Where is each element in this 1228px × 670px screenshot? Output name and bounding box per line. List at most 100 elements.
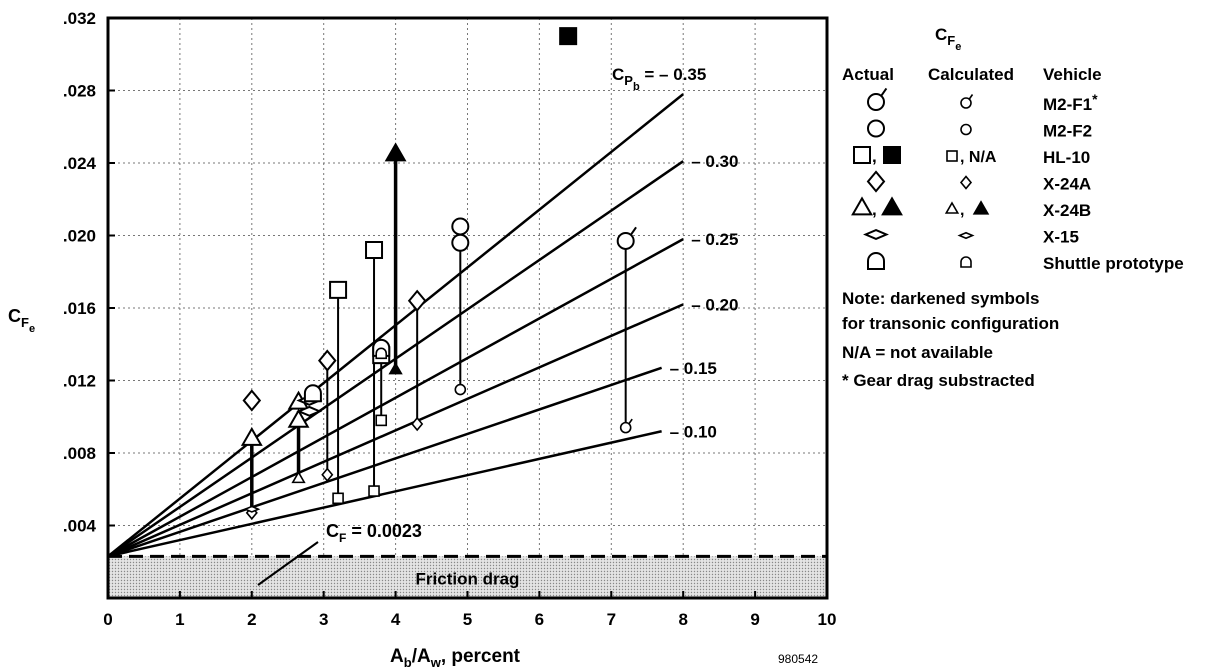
pressure-line-label-part: = – 0.35 [640,65,707,84]
data-point [317,349,337,372]
y-axis-label-part: F [21,315,29,330]
legend-calculated-symbol [957,231,975,240]
data-point [368,485,380,497]
legend-star: * [1092,91,1098,107]
y-tick-label: .028 [63,82,96,101]
legend-vehicle-label: X-15 [1043,228,1079,247]
pressure-line-label: CPb = – 0.35 [612,65,706,93]
data-point [375,347,388,360]
y-tick-label: .016 [63,299,96,318]
legend-actual-symbol-filled [881,196,903,216]
friction-line-label-part: C [326,521,339,541]
x-axis-label: Ab/Aw, percent [390,646,521,670]
x-tick-label: 1 [175,610,184,629]
legend-calculated-text: , [960,202,964,219]
legend-header-calculated: Calculated [928,65,1014,84]
x-tick-label: 10 [818,610,837,629]
legend-title-part: C [935,25,947,44]
pressure-line-label-part: C [612,65,624,84]
pressure-line-label: – 0.10 [670,422,717,441]
x-axis-label-part: A [390,646,404,667]
pressure-line [107,430,662,558]
friction-line-label-part: F [339,531,346,545]
legend-header-actual: Actual [842,65,894,84]
data-point [240,426,263,446]
x-tick-label: 0 [103,610,112,629]
data-point [559,27,578,46]
data-point [291,470,306,484]
data-point [365,241,384,259]
legend-calculated-symbol [960,97,972,109]
data-point [287,408,310,428]
data-point [375,414,388,427]
y-tick-label: .024 [63,154,97,173]
x-tick-label: 5 [463,610,472,629]
legend-note: N/A = not available [842,343,993,362]
legend-calculated-symbol-flag [968,94,974,100]
legend-calculated-symbol [944,201,960,214]
x-axis-label-part: , percent [441,646,521,667]
x-axis-label-part: b [404,655,412,670]
legend-calculated-symbol [946,150,958,162]
pressure-line [107,303,684,558]
legend-actual-symbol-flag [879,87,888,97]
data-point [321,467,334,482]
legend-title: CFe [935,25,961,53]
data-point [451,233,470,252]
y-axis-label-part: e [29,323,35,335]
data-point [616,231,635,250]
x-tick-label: 4 [391,610,401,629]
legend-actual-symbol [867,93,885,111]
legend-vehicle-label: HL-10 [1043,148,1090,167]
legend-header-vehicle: Vehicle [1043,65,1102,84]
legend-vehicle-label: M2-F2 [1043,122,1092,141]
legend-note: Note: darkened symbols [842,289,1039,308]
legend-actual-symbol [867,252,885,270]
legend-actual-symbol-filled [883,146,901,164]
legend-calculated-symbol-filled [972,200,990,215]
plot-area: Friction drag 0 1 2 3 4 5 6 7 8 9 10 .004 .008 .012 .01… [8,9,836,670]
friction-drag-label: Friction drag [416,569,520,588]
x-tick-label: 7 [607,610,616,629]
friction-line-label-part: = 0.0023 [346,521,422,541]
data-point [454,383,467,396]
friction-label-leader [257,541,319,586]
pressure-line-label: – 0.20 [691,295,738,314]
pressure-line-label: – 0.15 [670,359,717,378]
legend-note: * Gear drag substracted [842,371,1035,390]
legend-title-part: e [955,41,961,53]
data-point [243,505,261,513]
x-tick-label: 6 [535,610,544,629]
friction-line-label: CF = 0.0023 [326,521,422,545]
data-point [388,362,403,375]
x-tick-label: 9 [750,610,759,629]
legend-vehicle-label: X-24A [1043,175,1091,194]
x-tick-label: 8 [678,610,687,629]
legend-actual-sep: , [872,200,877,219]
data-point [384,142,407,162]
legend-calculated-symbol [959,175,973,190]
y-tick-label: .004 [63,517,97,536]
y-tick-label: .008 [63,444,96,463]
data-point [329,280,348,299]
pressure-line-label-part: b [633,81,640,93]
figure-number: 980542 [778,652,818,666]
legend-actual-symbol [853,146,871,164]
legend-calculated-symbol [960,123,972,136]
legend-calculated-symbol [960,256,972,268]
legend-vehicle-label: Shuttle prototype [1043,254,1184,273]
data-point [411,416,424,432]
legend-title-part: F [947,33,955,48]
y-tick-label: .020 [63,227,96,246]
pressure-line [107,366,663,558]
pressure-line [107,238,684,558]
data-point-flag [628,418,633,425]
y-tick-label: .012 [63,372,96,391]
legend-vehicle-label: X-24B [1043,201,1091,220]
data-point-flag [629,226,637,236]
data-point [619,421,632,434]
legend-actual-symbol [867,119,885,138]
legend-actual-sep: , [872,147,877,166]
pressure-line-label-part: P [624,73,633,88]
